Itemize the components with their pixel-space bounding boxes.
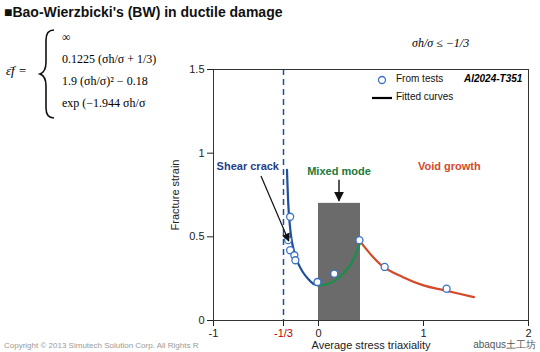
svg-text:-1: -1 xyxy=(209,327,219,339)
html-text:From tests: From tests xyxy=(396,73,444,84)
svg-text:1.5: 1.5 xyxy=(189,63,204,75)
html-text:Al2024-T351: Al2024-T351 xyxy=(464,73,523,84)
html-text:exp (−1.944 σh/σ: exp (−1.944 σh/σ xyxy=(62,96,146,110)
svg-text:0.5: 0.5 xyxy=(189,230,204,242)
html-text:Copyright © 2013 Simutech Solu: Copyright © 2013 Simutech Solution Corp.… xyxy=(4,341,199,350)
html-text:Fitted curves: Fitted curves xyxy=(396,91,454,102)
html-text:Shear crack: Shear crack xyxy=(216,160,279,172)
svg-text:1: 1 xyxy=(198,147,204,159)
svg-text:2: 2 xyxy=(525,327,531,339)
html-text:σh/σ ≤ −1/3: σh/σ ≤ −1/3 xyxy=(412,36,470,50)
svg-text:1: 1 xyxy=(420,327,426,339)
svg-text:0: 0 xyxy=(198,314,204,326)
svg-text:Fracture strain: Fracture strain xyxy=(169,160,181,231)
svg-text:0: 0 xyxy=(315,327,321,339)
html-text:■Bao-Wierzbicki's (BW) in duct: ■Bao-Wierzbicki's (BW) in ductile damage xyxy=(4,4,283,20)
svg-text:-1/3: -1/3 xyxy=(274,327,293,339)
html-text:abaqus土工坊: abaqus土工坊 xyxy=(473,339,536,350)
svg-text:Average stress triaxiality: Average stress triaxiality xyxy=(311,339,431,351)
html-text:Void growth: Void growth xyxy=(418,160,481,172)
html-text:0.1225 (σh/σ + 1/3): 0.1225 (σh/σ + 1/3) xyxy=(62,52,157,66)
html-text:1.9 (σh/σ)² − 0.18: 1.9 (σh/σ)² − 0.18 xyxy=(62,74,148,88)
html-text:ε̄f =: ε̄f = xyxy=(6,63,27,78)
html-text:Mixed mode: Mixed mode xyxy=(307,164,371,177)
